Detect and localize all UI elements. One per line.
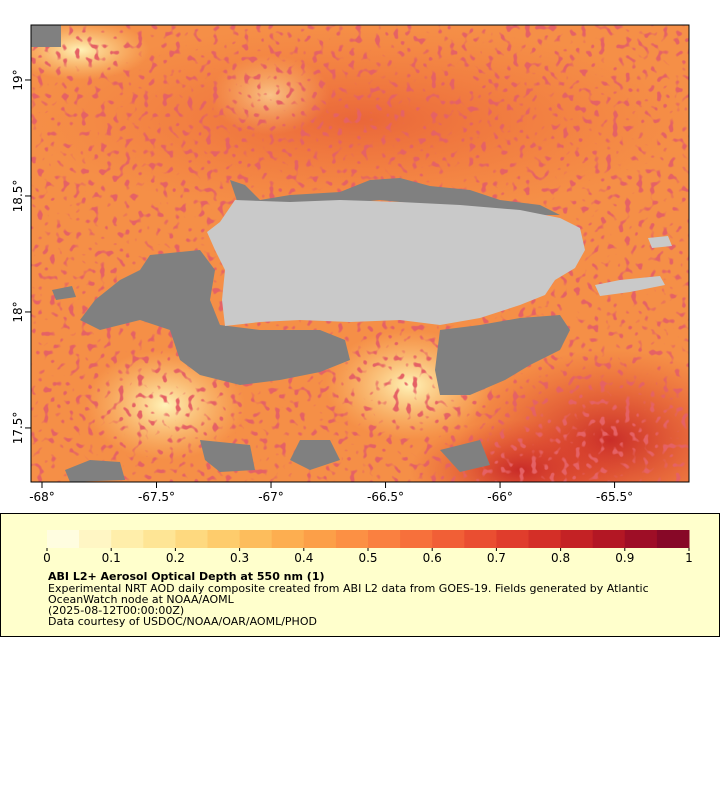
colorbar-tick-label: 0.3 [230,551,249,565]
y-tick-label: 19° [11,69,25,90]
colorbar-cell [175,530,208,548]
x-tick-label: -68° [29,490,55,504]
colorbar: 0 0.1 0.2 0.3 0.4 0.5 0.6 0.7 0.8 0.9 1 [43,530,693,565]
colorbar-tick-label: 0.1 [102,551,121,565]
colorbar-cell [79,530,112,548]
colorbar-cell [239,530,273,548]
colorbar-cell [560,530,594,548]
legend-title: ABI L2+ Aerosol Optical Depth at 550 nm … [48,570,325,583]
map-raster [31,25,689,482]
legend-line: Data courtesy of USDOC/NOAA/OAR/AOML/PHO… [48,615,317,628]
colorbar-tick-label: 0.6 [423,551,442,565]
colorbar-cell [111,530,144,548]
map-axes: -68° -67.5° -67° -66.5° -66° -65.5° 17.5° 18° 18… [11,69,633,504]
map-frame [30,24,690,483]
land [207,200,672,326]
colorbar-cell [143,530,176,548]
legend-line: (2025-08-12T00:00:00Z) [48,604,184,617]
x-tick-label: -66° [487,490,513,504]
colorbar-cell [207,530,241,548]
colorbar-tick-label: 0.2 [166,551,185,565]
x-tick-label: -67° [258,490,284,504]
colorbar-tick-label: 0.4 [294,551,313,565]
colorbar-cell [47,530,80,548]
colorbar-cell [432,530,465,548]
y-tick-label: 18.5° [11,180,25,213]
colorbar-cell [592,530,626,548]
colorbar-cell [335,530,369,548]
colorbar-tick-label: 0 [43,551,51,565]
colorbar-cell [271,530,305,548]
colorbar-tick-label: 0.5 [358,551,377,565]
colorbar-tick-label: 1 [685,551,693,565]
colorbar-cell [400,530,433,548]
x-tick-label: -65.5° [596,490,633,504]
y-tick-label: 18° [11,301,25,322]
x-tick-label: -67.5° [138,490,175,504]
colorbar-cell [528,530,562,548]
x-tick-label: -66.5° [367,490,404,504]
colorbar-tick-label: 0.7 [487,551,506,565]
colorbar-cell [464,530,497,548]
colorbar-cell [368,530,401,548]
colorbar-tick-label: 0.9 [615,551,634,565]
legend-line: OceanWatch node at NOAA/AOML [48,593,235,606]
colorbar-tick-label: 0.8 [551,551,570,565]
legend-line: Experimental NRT AOD daily composite cre… [48,582,649,595]
y-tick-label: 17.5° [11,412,25,445]
colorbar-cell [656,530,690,548]
colorbar-cell [303,530,337,548]
colorbar-cell [624,530,658,548]
colorbar-cell [496,530,529,548]
